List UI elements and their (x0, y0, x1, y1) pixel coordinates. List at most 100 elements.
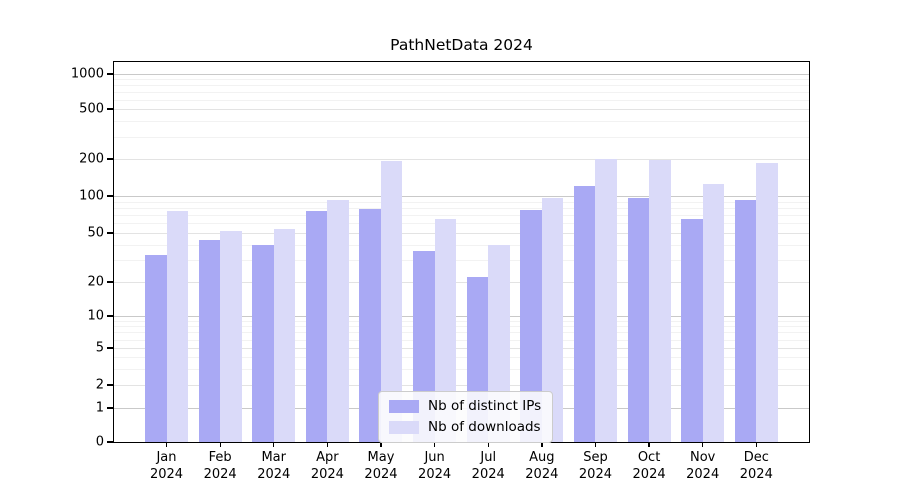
y-tick-label: 20 (87, 274, 104, 290)
y-tick-label: 0 (95, 434, 104, 450)
x-tick-mark (702, 442, 704, 447)
x-tick-mark (219, 442, 221, 447)
x-tick-label: Nov 2024 (686, 450, 720, 482)
bar-downloads (756, 162, 778, 442)
y-tick-label: 1000 (70, 66, 104, 82)
gridline-minor (114, 215, 809, 217)
gridline-minor (114, 207, 809, 209)
bar-distinct-ips (520, 209, 542, 442)
gridline-minor (114, 92, 809, 93)
gridline-minor (114, 201, 809, 203)
gridline-major (114, 196, 809, 197)
x-tick-label: Jul 2024 (471, 450, 505, 482)
chart-title: PathNetData 2024 (390, 36, 533, 54)
gridline-minor (114, 320, 809, 322)
y-tick-label: 50 (87, 225, 104, 241)
x-tick-mark (434, 442, 436, 447)
x-tick-mark (487, 442, 489, 447)
gridline-minor (114, 79, 809, 81)
bar-distinct-ips (359, 209, 381, 442)
gridline-minor (114, 260, 809, 262)
y-tick-mark (107, 108, 114, 110)
x-tick-mark (380, 442, 382, 447)
bar-distinct-ips (734, 200, 757, 442)
x-tick-mark (273, 442, 275, 447)
gridline (114, 385, 809, 386)
x-tick-label: Dec 2024 (739, 450, 773, 482)
y-tick-mark (107, 281, 114, 283)
legend: Nb of distinct IPs Nb of downloads (378, 391, 554, 443)
y-tick-mark (107, 347, 114, 349)
bar-downloads (166, 211, 188, 442)
gridline (114, 233, 809, 234)
x-tick-label: May 2024 (364, 450, 398, 482)
x-tick-label: Oct 2024 (632, 450, 666, 482)
gridline-minor (114, 368, 809, 370)
bar-distinct-ips (681, 218, 703, 442)
x-tick-mark (541, 442, 543, 447)
plot-area: 0 1 2 5 10 20 50 100 200 500 1000 Jan 2024 Feb 2024 M… (71, 61, 810, 482)
gridline-minor (114, 357, 809, 358)
y-tick-label: 10 (87, 308, 104, 324)
gridline-major (114, 74, 809, 75)
gridline-minor (114, 339, 809, 341)
gridline-minor (114, 332, 809, 334)
bar-distinct-ips (198, 239, 221, 442)
y-tick-label: 100 (79, 188, 104, 204)
legend-label: Nb of distinct IPs (428, 398, 542, 414)
bar-downloads (380, 160, 403, 442)
bar-downloads (702, 183, 725, 442)
gridline (114, 159, 809, 160)
bar-downloads (273, 228, 296, 442)
bar-distinct-ips (145, 255, 167, 442)
x-tick-label: Mar 2024 (257, 450, 291, 482)
gridline-minor (114, 85, 809, 87)
y-tick-label: 200 (79, 151, 104, 167)
y-tick-mark (107, 441, 114, 443)
bar-distinct-ips (627, 198, 650, 442)
y-tick-label: 1 (95, 400, 104, 416)
bar-distinct-ips (305, 210, 328, 442)
legend-swatch (389, 400, 419, 413)
bar-downloads (595, 159, 617, 442)
legend-swatch (389, 421, 419, 434)
bar-distinct-ips (252, 244, 274, 442)
x-tick-label: Feb 2024 (203, 450, 237, 482)
gridline-major (114, 316, 809, 317)
y-tick-mark (107, 384, 114, 386)
gridline-minor (114, 326, 809, 328)
y-tick-label: 2 (95, 377, 104, 393)
y-tick-label: 5 (95, 340, 104, 356)
gridline-minor (114, 121, 809, 123)
bar-distinct-ips (573, 186, 596, 442)
gridline-minor (114, 223, 809, 225)
x-tick-label: Jan 2024 (149, 450, 184, 482)
y-tick-mark (107, 315, 114, 317)
bar-downloads (649, 159, 671, 442)
y-tick-mark (107, 158, 114, 160)
x-tick-label: Aug 2024 (525, 450, 559, 482)
x-tick-mark (165, 442, 168, 447)
y-tick-label: 500 (79, 101, 104, 117)
gridline-minor (114, 99, 809, 101)
legend-row: Nb of distinct IPs (389, 399, 541, 414)
gridline (114, 109, 809, 110)
y-tick-mark (107, 73, 114, 75)
bar-downloads (434, 218, 457, 442)
y-tick-mark (107, 407, 114, 409)
x-tick-mark (648, 442, 650, 447)
gridline (114, 282, 809, 283)
y-tick-mark (107, 232, 114, 234)
bar-downloads (327, 199, 349, 442)
bar-downloads (220, 230, 242, 442)
x-tick-mark (326, 442, 329, 447)
gridline (114, 348, 809, 349)
gridline-minor (114, 244, 809, 246)
legend-row: Nb of downloads (389, 420, 541, 435)
x-tick-mark (594, 442, 597, 447)
x-tick-label: Jun 2024 (418, 450, 452, 482)
x-tick-label: Apr 2024 (310, 450, 344, 482)
y-tick-mark (107, 195, 114, 197)
bar-downloads (541, 197, 564, 442)
